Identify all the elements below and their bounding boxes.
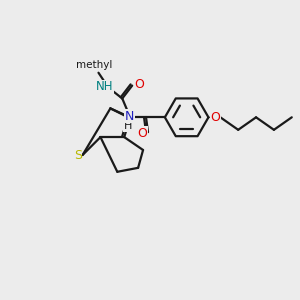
Text: O: O (211, 111, 220, 124)
Text: methyl: methyl (76, 60, 113, 70)
Text: N: N (124, 110, 134, 123)
Text: O: O (134, 78, 144, 91)
Text: NH: NH (96, 80, 113, 93)
Text: H: H (124, 121, 132, 131)
Text: S: S (74, 149, 82, 162)
Text: O: O (137, 127, 147, 140)
